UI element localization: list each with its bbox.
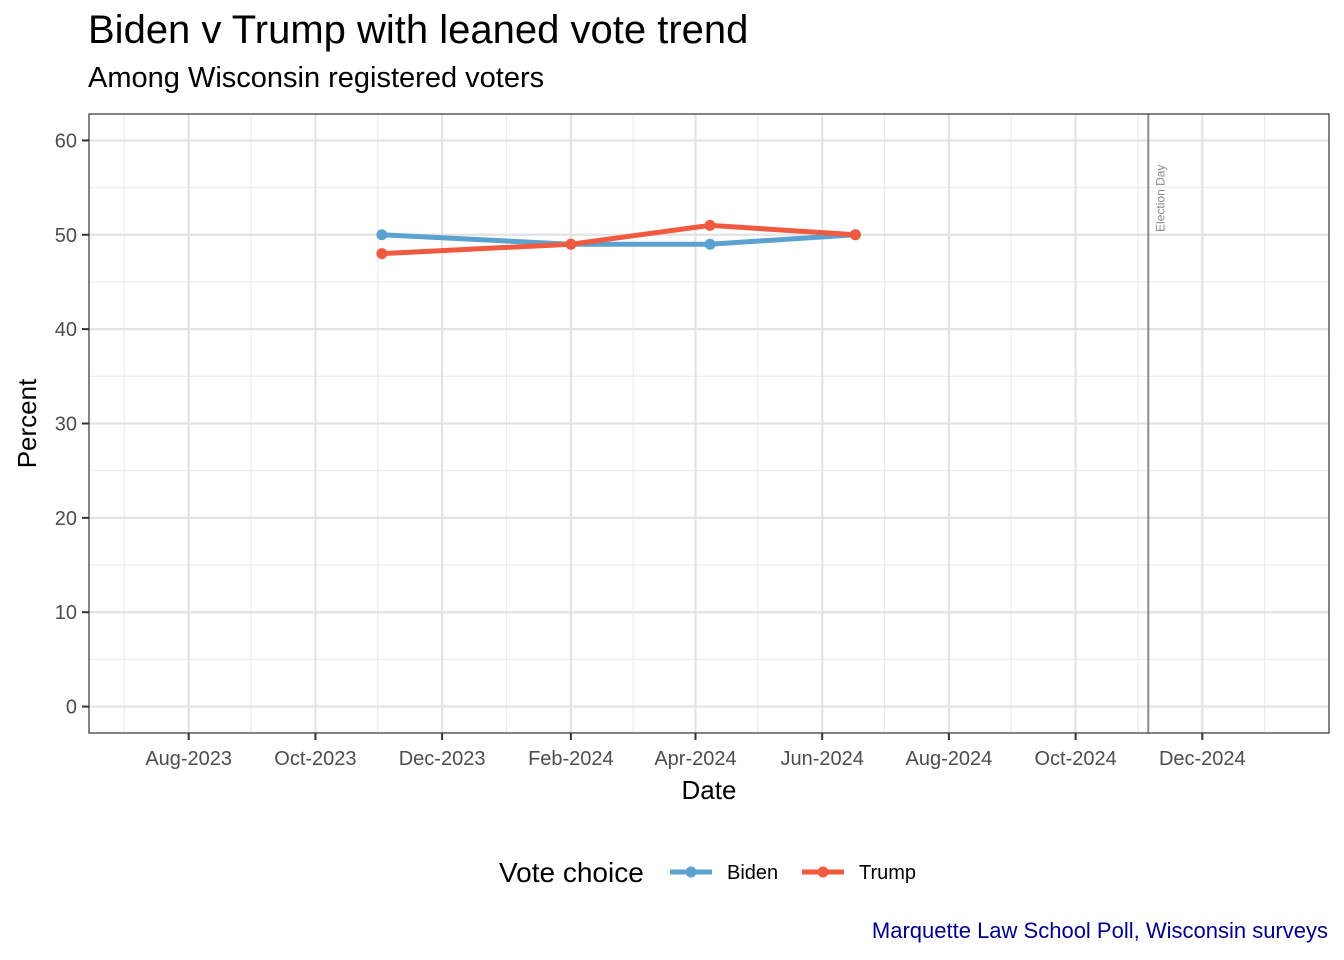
data-point-trump [850, 229, 861, 240]
election-day-label: Election Day [1153, 165, 1167, 232]
x-tick-label: Oct-2024 [1034, 748, 1116, 770]
legend-marker-biden [686, 867, 697, 878]
data-point-biden [376, 229, 387, 240]
y-tick-label: 20 [55, 508, 77, 530]
chart-caption: Marquette Law School Poll, Wisconsin sur… [872, 918, 1328, 944]
data-point-trump [565, 239, 576, 250]
x-tick-label: Jun-2024 [780, 748, 863, 770]
y-tick-label: 30 [55, 414, 77, 436]
data-point-trump [705, 220, 716, 231]
x-axis-title: Date [682, 775, 737, 805]
x-tick-label: Oct-2023 [274, 748, 356, 770]
x-tick-label: Aug-2023 [145, 748, 232, 770]
legend-title: Vote choice [499, 857, 644, 888]
x-tick-label: Dec-2023 [399, 748, 486, 770]
y-tick-label: 40 [55, 319, 77, 341]
data-point-trump [376, 248, 387, 259]
y-axis-title: Percent [12, 378, 42, 468]
y-tick-label: 10 [55, 602, 77, 624]
legend-label-trump: Trump [859, 862, 916, 884]
legend-label-biden: Biden [727, 862, 778, 884]
y-tick-label: 50 [55, 225, 77, 247]
y-tick-label: 60 [55, 130, 77, 152]
x-tick-label: Apr-2024 [654, 748, 736, 770]
x-tick-label: Feb-2024 [528, 748, 614, 770]
x-tick-label: Aug-2024 [906, 748, 993, 770]
legend-marker-trump [818, 867, 829, 878]
data-point-biden [705, 239, 716, 250]
x-tick-label: Dec-2024 [1159, 748, 1246, 770]
y-tick-label: 0 [66, 697, 77, 719]
